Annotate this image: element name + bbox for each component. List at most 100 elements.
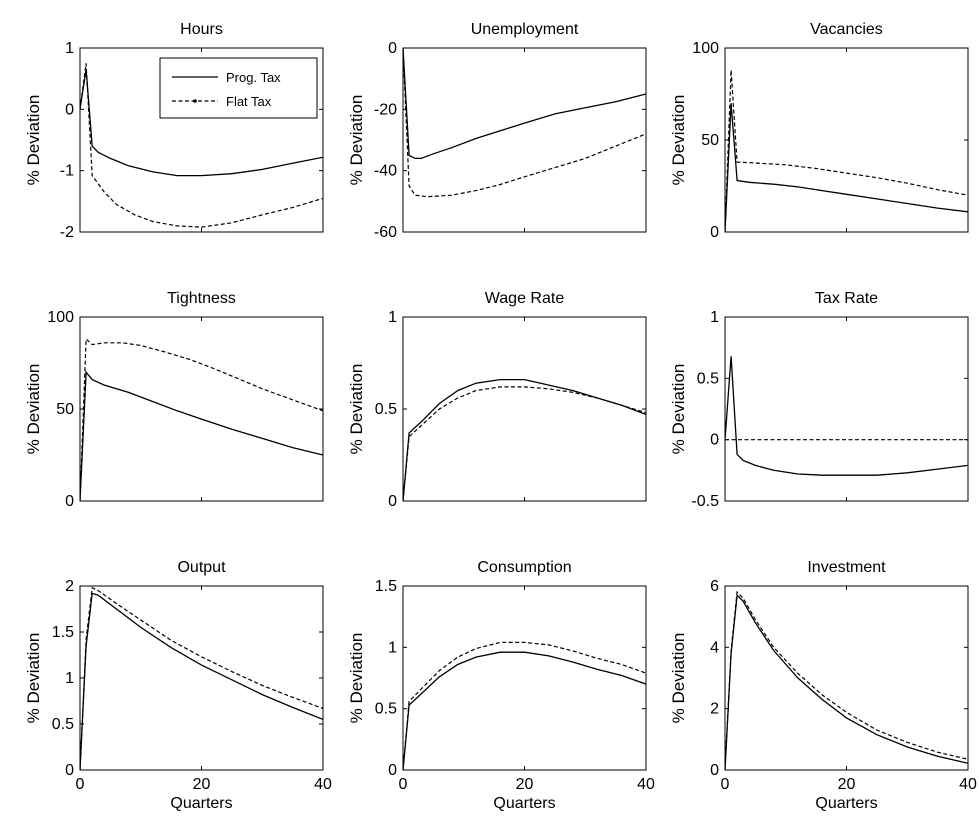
legend-label: Flat Tax (226, 94, 272, 109)
y-tick-label: -1 (60, 163, 74, 180)
y-tick-label: 1 (65, 40, 74, 57)
y-tick-label: 1.5 (375, 578, 397, 595)
chart-title: Investment (807, 559, 886, 576)
y-tick-label: 100 (47, 309, 74, 326)
y-tick-label: 0 (388, 40, 397, 57)
y-tick-label: 0 (710, 762, 719, 779)
y-tick-label: 0 (388, 762, 397, 779)
y-axis-label: % Deviation (24, 633, 43, 724)
y-tick-label: 0.5 (375, 701, 397, 718)
x-tick-label: 40 (959, 776, 977, 793)
y-axis-label: % Deviation (24, 364, 43, 455)
y-tick-label: 0 (65, 762, 74, 779)
panel-wage-rate: Wage Rate % Deviation 0 0.5 1 (347, 290, 647, 510)
chart-title: Hours (180, 21, 223, 38)
panel-unemployment: Unemployment % Deviation -60 -40 -20 0 (347, 21, 647, 241)
chart-title: Tightness (167, 290, 236, 307)
series-line-flat-tax (80, 337, 323, 501)
y-tick-label: 1.5 (52, 624, 74, 641)
y-tick-label: -60 (374, 224, 397, 241)
series-line-prog-tax (80, 370, 323, 501)
x-axis-label: Quarters (493, 795, 555, 812)
series-line-prog-tax (725, 356, 968, 476)
y-tick-label: 0 (65, 101, 74, 118)
y-tick-label: 1 (388, 639, 397, 656)
x-tick-label: 0 (721, 776, 730, 793)
y-tick-label: 0 (388, 493, 397, 510)
panel-tax-rate: Tax Rate % Deviation -0.5 0 0.5 1 (669, 290, 969, 510)
y-tick-label: 100 (692, 40, 719, 57)
x-tick-label: 0 (399, 776, 408, 793)
y-tick-label: 4 (710, 639, 719, 656)
y-axis-label: % Deviation (669, 95, 688, 186)
y-tick-label: 50 (701, 132, 719, 149)
y-axis-label: % Deviation (347, 364, 366, 455)
y-tick-label: 0.5 (52, 716, 74, 733)
panel-tightness: Tightness % Deviation 0 50 100 (24, 290, 324, 510)
series-line-prog-tax (403, 651, 646, 770)
y-axis-label: % Deviation (669, 364, 688, 455)
chart-title: Output (177, 559, 226, 576)
y-axis-label: % Deviation (347, 95, 366, 186)
plot-frame (79, 585, 324, 771)
series-line-flat-tax (80, 63, 323, 228)
series-line-prog-tax (725, 103, 968, 232)
series-line-flat-tax (403, 386, 646, 501)
chart-title: Tax Rate (815, 290, 878, 307)
x-tick-label: 20 (193, 776, 211, 793)
y-tick-label: 0 (710, 224, 719, 241)
series-line-flat-tax (403, 48, 646, 198)
chart-title: Consumption (477, 559, 571, 576)
y-tick-label: 0 (65, 493, 74, 510)
plot-frame (402, 47, 647, 233)
series-line-flat-tax (725, 590, 968, 770)
x-axis-label: Quarters (170, 795, 232, 812)
y-tick-label: 1 (710, 309, 719, 326)
panel-consumption: Consumption % Deviation 0 0.5 1 1.5 0 20 40 Quart… (347, 559, 655, 812)
y-tick-label: 1 (65, 670, 74, 687)
series-line-prog-tax (403, 378, 646, 501)
x-tick-label: 40 (314, 776, 332, 793)
plot-frame (724, 585, 969, 771)
y-tick-label: 2 (65, 578, 74, 595)
series-line-flat-tax (80, 586, 323, 770)
series-line-flat-tax (725, 70, 968, 232)
y-tick-label: -0.5 (691, 493, 719, 510)
panel-vacancies: Vacancies % Deviation 0 50 100 (669, 21, 969, 241)
chart-title: Vacancies (810, 21, 883, 38)
y-axis-label: % Deviation (669, 633, 688, 724)
legend-marker (193, 99, 197, 103)
plot-frame (402, 585, 647, 771)
x-tick-label: 40 (637, 776, 655, 793)
plot-frame (724, 47, 969, 233)
series-line-prog-tax (80, 69, 323, 177)
x-tick-label: 20 (516, 776, 534, 793)
series-line-flat-tax (403, 641, 646, 770)
y-tick-label: -40 (374, 163, 397, 180)
chart-title: Unemployment (471, 21, 579, 38)
legend-label: Prog. Tax (226, 70, 281, 85)
y-tick-label: 1 (388, 309, 397, 326)
x-axis-label: Quarters (815, 795, 877, 812)
y-tick-label: 2 (710, 701, 719, 718)
legend-box (159, 57, 318, 119)
plot-frame (79, 316, 324, 502)
series-line-prog-tax (725, 593, 968, 770)
chart-title: Wage Rate (485, 290, 565, 307)
y-tick-label: -20 (374, 101, 397, 118)
y-axis-label: % Deviation (347, 633, 366, 724)
y-tick-label: 50 (56, 401, 74, 418)
plot-frame (724, 316, 969, 502)
series-line-prog-tax (80, 592, 323, 770)
x-tick-label: 0 (76, 776, 85, 793)
x-tick-label: 20 (838, 776, 856, 793)
y-tick-label: 0.5 (375, 401, 397, 418)
legend: Prog. Tax Flat Tax (159, 57, 318, 119)
y-tick-label: 0 (710, 432, 719, 449)
panel-investment: Investment % Deviation 0 2 4 6 0 20 40 Quarters (669, 559, 977, 812)
y-tick-label: 0.5 (697, 370, 719, 387)
y-tick-label: 6 (710, 578, 719, 595)
panel-hours: Hours % Deviation -2 -1 0 1 Prog. Tax Flat Tax (24, 21, 324, 241)
